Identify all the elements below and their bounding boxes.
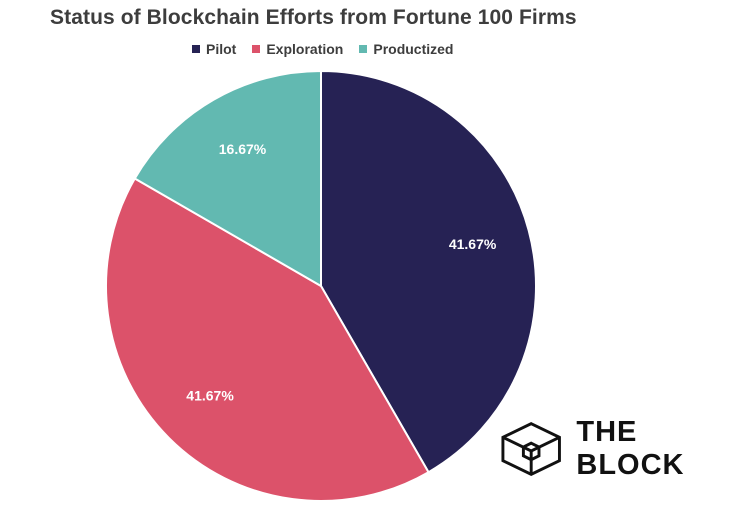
pie-slice-pilot: [320, 69, 537, 474]
legend-label-pilot: Pilot: [206, 41, 237, 57]
pie-slice-exploration: [105, 177, 430, 502]
legend-swatch-pilot: [192, 45, 200, 53]
chart-legend: Pilot Exploration Productized: [192, 41, 453, 57]
brand-logo: THE BLOCK: [500, 416, 750, 482]
legend-item-exploration: Exploration: [252, 41, 343, 57]
data-label-exploration: 41.67%: [186, 388, 234, 404]
legend-item-pilot: Pilot: [192, 41, 236, 57]
legend-swatch-exploration: [252, 45, 261, 53]
legend-label-exploration: Exploration: [266, 41, 344, 57]
pie-slice-productized: [133, 69, 322, 288]
pie-data-labels: 41.67% 41.67% 16.67%: [186, 141, 497, 404]
data-label-productized: 16.67%: [219, 141, 267, 157]
legend-swatch-productized: [359, 45, 368, 53]
pie-slices: [105, 69, 537, 502]
cube-outline-icon: [501, 422, 561, 476]
chart-title: Status of Blockchain Efforts from Fortun…: [50, 6, 577, 29]
data-label-pilot: 41.67%: [449, 236, 497, 252]
legend-label-productized: Productized: [373, 41, 454, 57]
legend-item-productized: Productized: [359, 41, 453, 57]
brand-name: THE BLOCK: [576, 416, 685, 481]
